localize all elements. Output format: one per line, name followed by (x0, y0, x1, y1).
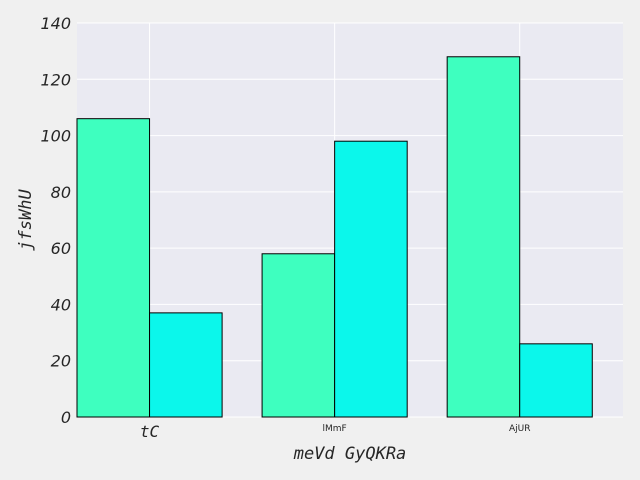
x-tick-label: tC (140, 422, 160, 441)
bar-AjUR-series-1 (446, 56, 521, 418)
y-tick-label: 40 (51, 295, 71, 314)
bar-AjUR-series-2 (519, 343, 593, 418)
bar-tC-series-2 (149, 312, 223, 418)
y-tick-label: 120 (40, 70, 71, 89)
y-axis-ticks: 0 20 40 60 80 100 120 140 (40, 14, 71, 427)
y-tick-label: 0 (61, 408, 71, 427)
bars (76, 56, 593, 418)
bar-lMmF-series-2 (334, 140, 408, 418)
x-tick-label: AjUR (509, 424, 531, 434)
y-axis-label: jfsWhU (16, 189, 36, 251)
y-tick-label: 140 (40, 14, 71, 33)
bar-tC-series-1 (76, 118, 151, 418)
y-tick-label: 100 (40, 127, 71, 146)
x-axis-label: meVd GyQKRa (293, 444, 407, 464)
y-tick-label: 80 (51, 183, 71, 202)
y-tick-label: 60 (51, 239, 71, 258)
x-axis-ticks: tC lMmF AjUR (140, 422, 531, 441)
bar-lMmF-series-1 (261, 253, 336, 418)
y-tick-label: 20 (51, 352, 71, 371)
x-tick-label: lMmF (323, 424, 347, 434)
